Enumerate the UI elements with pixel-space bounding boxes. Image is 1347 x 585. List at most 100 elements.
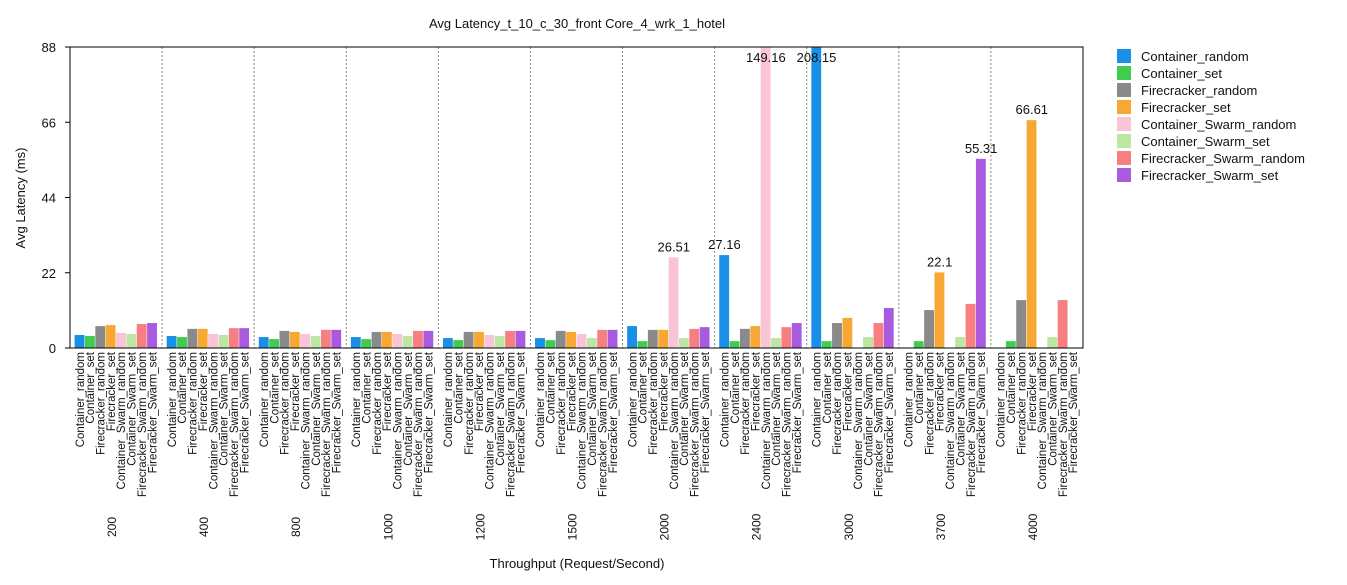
x-tick-label: 4000: [1026, 513, 1040, 540]
bar: [821, 341, 832, 348]
bar: [218, 335, 229, 348]
x-series-label: Firecracker_Swarm_random: [966, 352, 978, 497]
x-series-label: Container_set: [1006, 351, 1018, 423]
bar: [177, 337, 187, 348]
bar: [637, 341, 648, 348]
x-series-label: Firecracker_Swarm_set: [516, 351, 528, 473]
bar: [842, 317, 853, 348]
bar: [668, 257, 679, 348]
x-series-label: Firecracker_set: [474, 351, 486, 431]
x-tick-label: 200: [105, 517, 119, 537]
legend-swatch: [1117, 49, 1131, 63]
legend-swatch: [1117, 100, 1131, 114]
bar: [719, 255, 730, 348]
x-series-label: Firecracker_Swarm_random: [597, 352, 609, 497]
x-series-label: Firecracker_Swarm_set: [331, 351, 343, 473]
x-series-label: Container_Swarm_random: [300, 352, 312, 489]
bar: [381, 331, 392, 348]
plot-frame: [69, 46, 1084, 349]
bar: [781, 327, 792, 348]
bar: [699, 327, 710, 348]
x-series-label: Firecracker_random: [1016, 352, 1028, 455]
bar: [607, 329, 618, 348]
x-series-label: Container_random: [535, 352, 547, 447]
bar: [597, 329, 608, 348]
bar: [197, 328, 208, 348]
legend-label: Firecracker_random: [1141, 83, 1257, 98]
x-series-label: Container_set: [454, 351, 466, 423]
bar: [320, 329, 331, 348]
x-series-label: Firecracker_Swarm_set: [239, 351, 251, 473]
bar: [1026, 120, 1037, 348]
bar: [208, 333, 218, 348]
x-series-label: Firecracker_Swarm_set: [424, 351, 436, 473]
bar: [413, 330, 423, 348]
legend-label: Firecracker_set: [1141, 100, 1231, 115]
bar: [187, 328, 198, 348]
bar: [883, 307, 894, 348]
x-series-label: Container_Swarm_random: [853, 352, 865, 489]
x-series-label: Container_Swarm_random: [485, 352, 497, 489]
bar: [739, 328, 750, 348]
x-series-label: Firecracker_random: [556, 352, 568, 455]
x-series-label: Container_Swarm_random: [1037, 352, 1049, 489]
x-tick-label: 2400: [750, 513, 764, 540]
x-series-label: Container_Swarm_set: [863, 351, 875, 466]
x-series-label: Container_set: [85, 351, 97, 423]
bar: [791, 323, 802, 348]
bar: [279, 330, 290, 348]
x-series-label: Container_Swarm_random: [208, 352, 220, 489]
x-series-label: Container_Swarm_set: [495, 351, 507, 466]
bar: [771, 338, 781, 348]
y-tick-label: 0: [49, 341, 56, 356]
bar: [74, 335, 85, 348]
bar: [239, 328, 250, 348]
bar: [95, 326, 106, 348]
x-series-label: Container_set: [177, 351, 189, 423]
x-series-label: Container_Swarm_set: [771, 351, 783, 466]
x-tick-label: 3000: [842, 513, 856, 540]
bar: [913, 341, 924, 348]
bar: [1005, 341, 1016, 348]
bar: [258, 337, 269, 348]
x-series-label: Container_random: [443, 352, 455, 447]
x-series-label: Container_set: [546, 351, 558, 423]
x-series-label: Firecracker_Swarm_random: [1058, 352, 1070, 497]
x-series-label: Firecracker_set: [751, 351, 763, 431]
x-series-label: Container_Swarm_set: [219, 351, 231, 466]
x-series-label: Firecracker_Swarm_set: [792, 351, 804, 473]
bar: [1047, 337, 1058, 348]
legend-swatch: [1117, 151, 1131, 165]
value-label: 22.1: [927, 254, 952, 269]
x-series-label: Container_Swarm_set: [955, 351, 967, 466]
x-series-label: Firecracker_set: [198, 351, 210, 431]
legend-swatch: [1117, 117, 1131, 131]
x-series-label: Firecracker_Swarm_set: [147, 351, 159, 473]
y-tick-label: 22: [42, 266, 56, 281]
x-series-label: Container_Swarm_set: [311, 351, 323, 466]
bar: [658, 329, 669, 348]
x-series-label: Container_set: [361, 351, 373, 423]
x-tick-label: 400: [197, 517, 211, 537]
x-series-label: Firecracker_random: [464, 352, 476, 455]
bar: [924, 310, 935, 348]
bar: [934, 272, 945, 348]
x-series-label: Firecracker_Swarm_set: [976, 351, 988, 473]
x-series-label: Firecracker_random: [832, 352, 844, 455]
bar: [423, 330, 434, 348]
x-series-label: Firecracker_Swarm_set: [884, 351, 896, 473]
x-series-label: Container_set: [730, 351, 742, 423]
bar: [627, 326, 638, 348]
x-tick-label: 1200: [473, 513, 487, 540]
bar: [136, 324, 147, 348]
bar: [555, 330, 566, 348]
x-axis-label: Throughput (Request/Second): [490, 556, 665, 571]
x-series-label: Container_Swarm_random: [577, 352, 589, 489]
bar: [811, 47, 822, 348]
x-series-label: Firecracker_Swarm_set: [1068, 351, 1080, 473]
x-series-label: Firecracker_Swarm_random: [874, 352, 886, 497]
legend-label: Container_set: [1141, 66, 1222, 81]
x-series-label: Container_random: [351, 352, 363, 447]
y-tick-label: 44: [42, 191, 56, 206]
bar: [535, 338, 545, 348]
